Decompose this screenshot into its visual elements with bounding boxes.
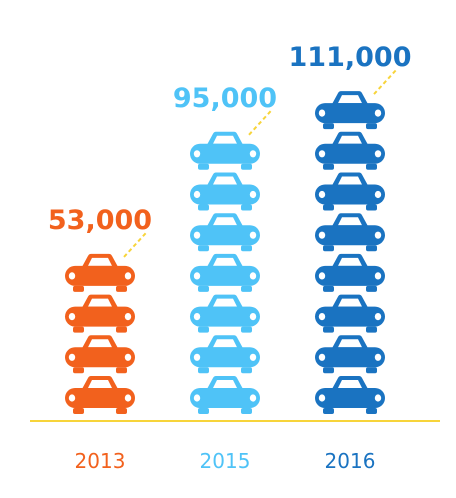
- bar-2013: [65, 253, 135, 414]
- year-label: 2013: [75, 449, 126, 473]
- car-icon: [315, 172, 385, 211]
- leader-line: [373, 69, 397, 95]
- car-icon: [190, 376, 260, 414]
- value-label: 111,000: [289, 42, 412, 73]
- car-icon: [65, 335, 135, 374]
- car-icon: [190, 172, 260, 211]
- bar-2015: [190, 131, 260, 414]
- car-icon: [315, 213, 385, 252]
- car-icon: [65, 253, 135, 292]
- car-icon: [315, 376, 385, 414]
- year-label: 2015: [200, 449, 251, 473]
- car-icon: [315, 131, 385, 170]
- car-icon: [315, 253, 385, 292]
- leader-line: [248, 110, 272, 136]
- car-icon: [190, 335, 260, 374]
- car-icon: [190, 294, 260, 333]
- value-label: 95,000: [173, 83, 277, 114]
- car-icon: [190, 213, 260, 252]
- value-label: 53,000: [48, 205, 152, 236]
- leader-line: [123, 232, 147, 258]
- bar-2016: [315, 91, 385, 414]
- car-icon: [315, 335, 385, 374]
- car-icon: [190, 131, 260, 170]
- car-icon: [315, 294, 385, 333]
- car-icon: [65, 294, 135, 333]
- car-icon: [315, 91, 385, 130]
- car-icon: [65, 376, 135, 414]
- car-icon: [190, 253, 260, 292]
- year-label: 2016: [325, 449, 376, 473]
